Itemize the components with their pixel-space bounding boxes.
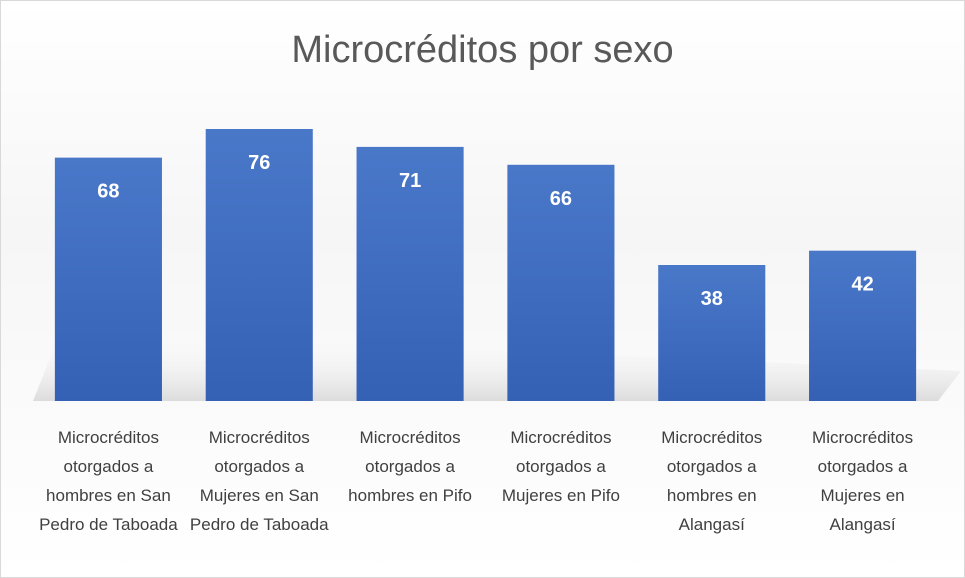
bar xyxy=(205,129,313,401)
data-label: 66 xyxy=(550,188,572,210)
data-label: 71 xyxy=(399,170,421,192)
chart-title: Microcréditos por sexo xyxy=(291,29,674,71)
x-tick-label: Microcréditos otorgados a Mujeres en San… xyxy=(189,428,329,534)
bar xyxy=(356,146,464,401)
x-tick-label: Microcréditos otorgados a Mujeres en Pif… xyxy=(501,428,620,505)
x-tick-label: Microcréditos otorgados a hombres en Ala… xyxy=(661,428,763,534)
x-tick-label: Microcréditos otorgados a Mujeres en Ala… xyxy=(812,428,914,534)
data-label: 76 xyxy=(248,152,270,174)
data-label: 38 xyxy=(701,288,723,310)
bar xyxy=(54,157,162,401)
bar xyxy=(809,250,917,401)
x-tick-label: Microcréditos otorgados a hombres en San… xyxy=(39,428,178,534)
data-label: 42 xyxy=(851,274,873,296)
x-tick-label: Microcréditos otorgados a hombres en Pif… xyxy=(348,428,472,505)
bar xyxy=(507,164,615,401)
data-label: 68 xyxy=(97,181,119,203)
bar xyxy=(658,265,766,401)
